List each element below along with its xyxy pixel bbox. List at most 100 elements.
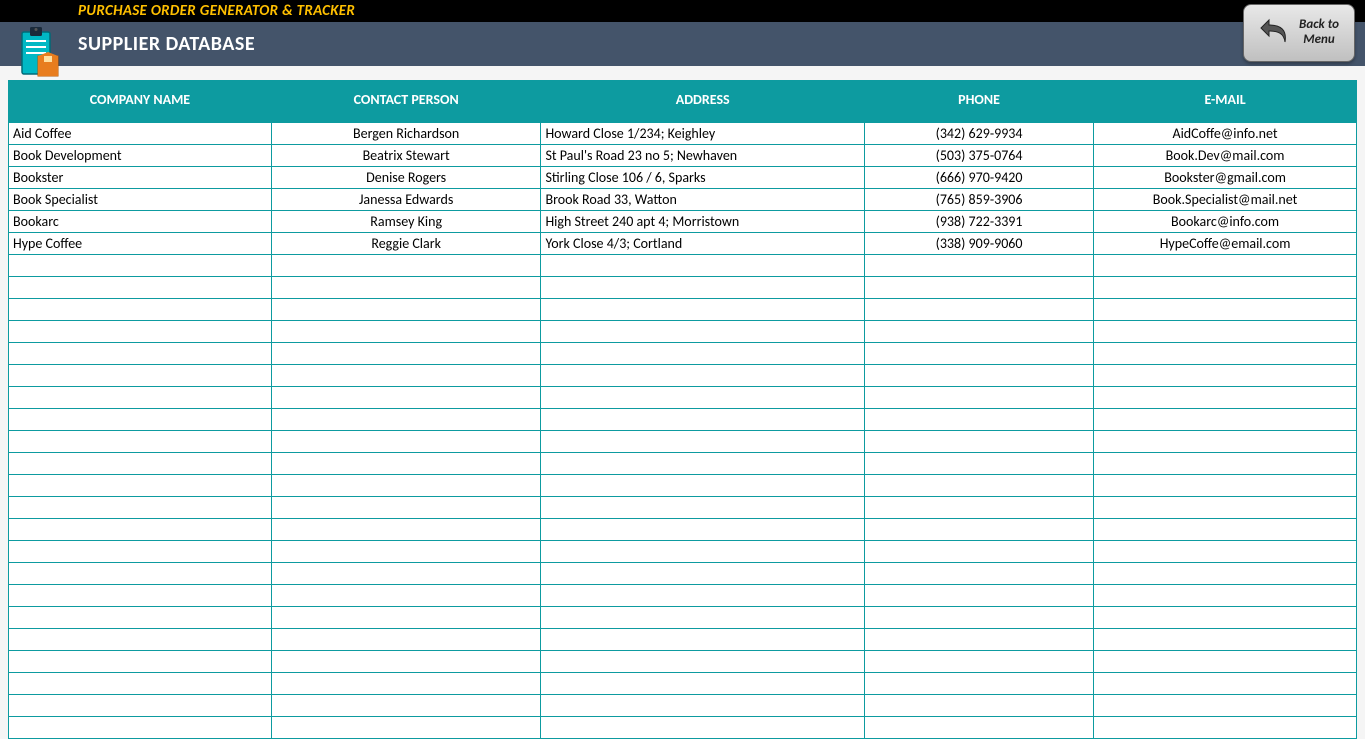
table-row-empty[interactable]: [9, 695, 1357, 717]
table-row-empty[interactable]: [9, 299, 1357, 321]
table-cell[interactable]: [9, 475, 272, 497]
table-row-empty[interactable]: [9, 717, 1357, 739]
table-cell[interactable]: [9, 409, 272, 431]
table-cell[interactable]: (342) 629-9934: [864, 123, 1093, 145]
table-cell[interactable]: [541, 431, 865, 453]
table-cell[interactable]: [9, 299, 272, 321]
table-row-empty[interactable]: [9, 497, 1357, 519]
table-row-empty[interactable]: [9, 519, 1357, 541]
table-cell[interactable]: AidCoffe@info.net: [1094, 123, 1357, 145]
table-cell[interactable]: [271, 673, 541, 695]
table-cell[interactable]: [541, 497, 865, 519]
table-cell[interactable]: [271, 453, 541, 475]
table-cell[interactable]: [864, 409, 1093, 431]
back-to-menu-button[interactable]: Back toMenu: [1243, 4, 1355, 62]
table-cell[interactable]: [541, 343, 865, 365]
table-cell[interactable]: (765) 859-3906: [864, 189, 1093, 211]
table-cell[interactable]: Hype Coffee: [9, 233, 272, 255]
table-cell[interactable]: Janessa Edwards: [271, 189, 541, 211]
table-cell[interactable]: [271, 497, 541, 519]
table-cell[interactable]: [1094, 475, 1357, 497]
table-cell[interactable]: Denise Rogers: [271, 167, 541, 189]
table-cell[interactable]: High Street 240 apt 4; Morristown: [541, 211, 865, 233]
table-cell[interactable]: [1094, 629, 1357, 651]
table-cell[interactable]: [1094, 651, 1357, 673]
table-cell[interactable]: (503) 375-0764: [864, 145, 1093, 167]
table-cell[interactable]: [864, 695, 1093, 717]
table-cell[interactable]: [864, 431, 1093, 453]
col-header-phone[interactable]: PHONE: [864, 81, 1093, 123]
table-cell[interactable]: [1094, 673, 1357, 695]
table-cell[interactable]: [271, 607, 541, 629]
table-cell[interactable]: [1094, 321, 1357, 343]
table-row-empty[interactable]: [9, 563, 1357, 585]
table-cell[interactable]: [864, 387, 1093, 409]
table-cell[interactable]: Bergen Richardson: [271, 123, 541, 145]
table-cell[interactable]: [864, 629, 1093, 651]
table-cell[interactable]: (338) 909-9060: [864, 233, 1093, 255]
table-cell[interactable]: [271, 409, 541, 431]
table-cell[interactable]: Book Specialist: [9, 189, 272, 211]
table-cell[interactable]: [271, 585, 541, 607]
table-row[interactable]: Aid CoffeeBergen RichardsonHoward Close …: [9, 123, 1357, 145]
table-cell[interactable]: [9, 717, 272, 739]
table-cell[interactable]: [864, 519, 1093, 541]
table-cell[interactable]: [541, 365, 865, 387]
table-cell[interactable]: [271, 365, 541, 387]
table-row-empty[interactable]: [9, 387, 1357, 409]
table-cell[interactable]: [271, 343, 541, 365]
table-row-empty[interactable]: [9, 541, 1357, 563]
table-cell[interactable]: [541, 695, 865, 717]
table-cell[interactable]: Book.Specialist@mail.net: [1094, 189, 1357, 211]
table-cell[interactable]: [271, 321, 541, 343]
table-cell[interactable]: [541, 519, 865, 541]
table-cell[interactable]: [271, 277, 541, 299]
table-cell[interactable]: [1094, 563, 1357, 585]
table-row[interactable]: BookarcRamsey KingHigh Street 240 apt 4;…: [9, 211, 1357, 233]
table-cell[interactable]: Bookarc: [9, 211, 272, 233]
table-cell[interactable]: [9, 519, 272, 541]
table-cell[interactable]: Stirling Close 106 / 6, Sparks: [541, 167, 865, 189]
table-cell[interactable]: [271, 695, 541, 717]
table-row-empty[interactable]: [9, 365, 1357, 387]
table-cell[interactable]: [541, 475, 865, 497]
table-cell[interactable]: [9, 453, 272, 475]
table-row[interactable]: Book SpecialistJanessa EdwardsBrook Road…: [9, 189, 1357, 211]
table-row-empty[interactable]: [9, 409, 1357, 431]
table-cell[interactable]: [541, 453, 865, 475]
table-cell[interactable]: [1094, 607, 1357, 629]
table-cell[interactable]: [541, 673, 865, 695]
table-cell[interactable]: [271, 475, 541, 497]
table-row[interactable]: Book DevelopmentBeatrix StewartSt Paul's…: [9, 145, 1357, 167]
table-cell[interactable]: [271, 255, 541, 277]
table-cell[interactable]: [541, 321, 865, 343]
table-row[interactable]: Hype CoffeeReggie ClarkYork Close 4/3; C…: [9, 233, 1357, 255]
table-cell[interactable]: [1094, 409, 1357, 431]
table-cell[interactable]: (938) 722-3391: [864, 211, 1093, 233]
table-cell[interactable]: [9, 607, 272, 629]
table-cell[interactable]: [541, 585, 865, 607]
table-cell[interactable]: [864, 453, 1093, 475]
table-row-empty[interactable]: [9, 673, 1357, 695]
table-cell[interactable]: [864, 321, 1093, 343]
table-cell[interactable]: [9, 387, 272, 409]
table-cell[interactable]: [271, 431, 541, 453]
table-cell[interactable]: [864, 563, 1093, 585]
table-cell[interactable]: [1094, 365, 1357, 387]
table-row-empty[interactable]: [9, 255, 1357, 277]
table-cell[interactable]: Bookster: [9, 167, 272, 189]
table-cell[interactable]: [271, 717, 541, 739]
table-cell[interactable]: [864, 475, 1093, 497]
table-cell[interactable]: [864, 585, 1093, 607]
table-cell[interactable]: [9, 541, 272, 563]
table-cell[interactable]: HypeCoffe@email.com: [1094, 233, 1357, 255]
table-cell[interactable]: [541, 607, 865, 629]
table-cell[interactable]: [864, 717, 1093, 739]
table-cell[interactable]: [1094, 387, 1357, 409]
table-row-empty[interactable]: [9, 431, 1357, 453]
table-row-empty[interactable]: [9, 607, 1357, 629]
table-cell[interactable]: [9, 629, 272, 651]
table-cell[interactable]: [1094, 695, 1357, 717]
table-cell[interactable]: Beatrix Stewart: [271, 145, 541, 167]
table-cell[interactable]: [541, 387, 865, 409]
